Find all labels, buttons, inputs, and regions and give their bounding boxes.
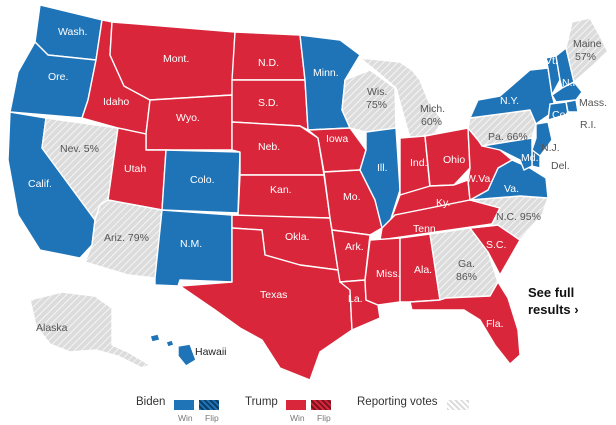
label-sc: S.C. (486, 239, 506, 251)
label-wy: Wyo. (176, 112, 200, 124)
label-md: Md. (521, 152, 539, 164)
legend-trump-flip-label: Flip (317, 413, 331, 423)
label-mi-pct: 60% (421, 116, 442, 128)
state-vt[interactable] (545, 55, 561, 96)
see-full-results-link[interactable]: See full results › (528, 285, 579, 317)
label-ga: Ga. (458, 258, 475, 270)
label-wi-pct: 75% (366, 99, 387, 111)
label-ut: Utah (124, 163, 146, 175)
label-al: Ala. (414, 264, 432, 276)
label-ks: Kan. (270, 184, 292, 196)
legend-trump-win-swatch (286, 400, 306, 410)
legend-reporting-label: Reporting votes (357, 396, 438, 408)
label-ia: Iowa (326, 133, 348, 145)
label-la: La. (348, 293, 363, 305)
label-il: Ill. (377, 162, 388, 174)
state-ma[interactable] (551, 81, 583, 103)
label-az: Ariz. 79% (104, 232, 149, 244)
label-wv: W.Va. (466, 173, 493, 185)
label-nj: N.J. (541, 142, 560, 154)
legend-trump-win-label: Win (290, 413, 305, 423)
label-nd: N.D. (258, 57, 279, 69)
legend-biden-flip-label: Flip (205, 413, 219, 423)
state-labels: Wash. Ore. Calif. Nev. 5% Idaho Mont. Wy… (28, 26, 607, 358)
label-in: Ind. (410, 157, 428, 169)
legend-biden-win-swatch (174, 400, 194, 410)
label-de: Del. (551, 160, 570, 172)
legend-reporting-swatch (447, 400, 469, 410)
state-ak[interactable] (29, 291, 151, 369)
label-fl: Fla. (486, 318, 504, 330)
label-ga-pct: 86% (456, 271, 477, 283)
label-ky: Ky. (436, 197, 450, 209)
label-ny: N.Y. (500, 95, 519, 107)
state-hi[interactable] (149, 333, 197, 367)
label-me-pct: 57% (575, 51, 596, 63)
label-ak: Alaska (36, 322, 68, 334)
label-ar: Ark. (345, 241, 364, 253)
state-ks[interactable] (237, 174, 331, 219)
label-mt: Mont. (163, 53, 189, 65)
label-nh: N.H. (562, 77, 583, 89)
label-tn: Tenn. (413, 223, 439, 235)
state-tx[interactable] (179, 227, 353, 381)
label-co: Colo. (190, 174, 215, 186)
label-wa: Wash. (58, 26, 87, 38)
label-nv: Nev. 5% (60, 143, 99, 155)
label-ms: Miss. (376, 268, 401, 280)
state-md[interactable] (481, 137, 533, 171)
label-ri: R.I. (580, 119, 596, 131)
legend-biden-label: Biden (136, 396, 166, 408)
state-nd[interactable] (231, 31, 306, 81)
legend-trump-label: Trump (245, 396, 278, 408)
state-mi[interactable] (359, 57, 443, 139)
label-sd: S.D. (258, 97, 278, 109)
legend-biden-flip-swatch (199, 400, 219, 410)
label-nc: N.C. 95% (496, 211, 541, 223)
label-wi: Wis. (367, 86, 387, 98)
label-pa: Pa. 66% (488, 131, 528, 143)
legend-trump-flip-swatch (311, 400, 331, 410)
legend-biden-win-label: Win (178, 413, 193, 423)
label-va: Va. (504, 183, 519, 195)
label-ma: Mass. (579, 97, 607, 109)
label-vt: Vt. (545, 55, 558, 67)
label-ct: Conn. (552, 109, 580, 121)
label-nm: N.M. (180, 238, 202, 250)
label-mi: Mich. (420, 103, 445, 115)
state-me[interactable] (565, 17, 609, 83)
label-mo: Mo. (343, 191, 361, 203)
state-fl[interactable] (409, 281, 521, 365)
label-me: Maine (573, 38, 602, 50)
label-ca: Calif. (28, 178, 52, 190)
state-ct[interactable] (547, 101, 569, 121)
label-or: Ore. (48, 71, 68, 83)
legend: Biden Win Flip Trump Win Flip Reporting … (136, 396, 516, 425)
label-tx: Texas (260, 289, 287, 301)
label-mn: Minn. (313, 67, 339, 79)
label-hi: Hawaii (195, 346, 227, 358)
label-ok: Okla. (285, 231, 310, 243)
label-ne: Neb. (258, 141, 280, 153)
state-oh[interactable] (424, 127, 471, 187)
label-oh: Ohio (443, 154, 465, 166)
label-id: Idaho (103, 96, 129, 108)
